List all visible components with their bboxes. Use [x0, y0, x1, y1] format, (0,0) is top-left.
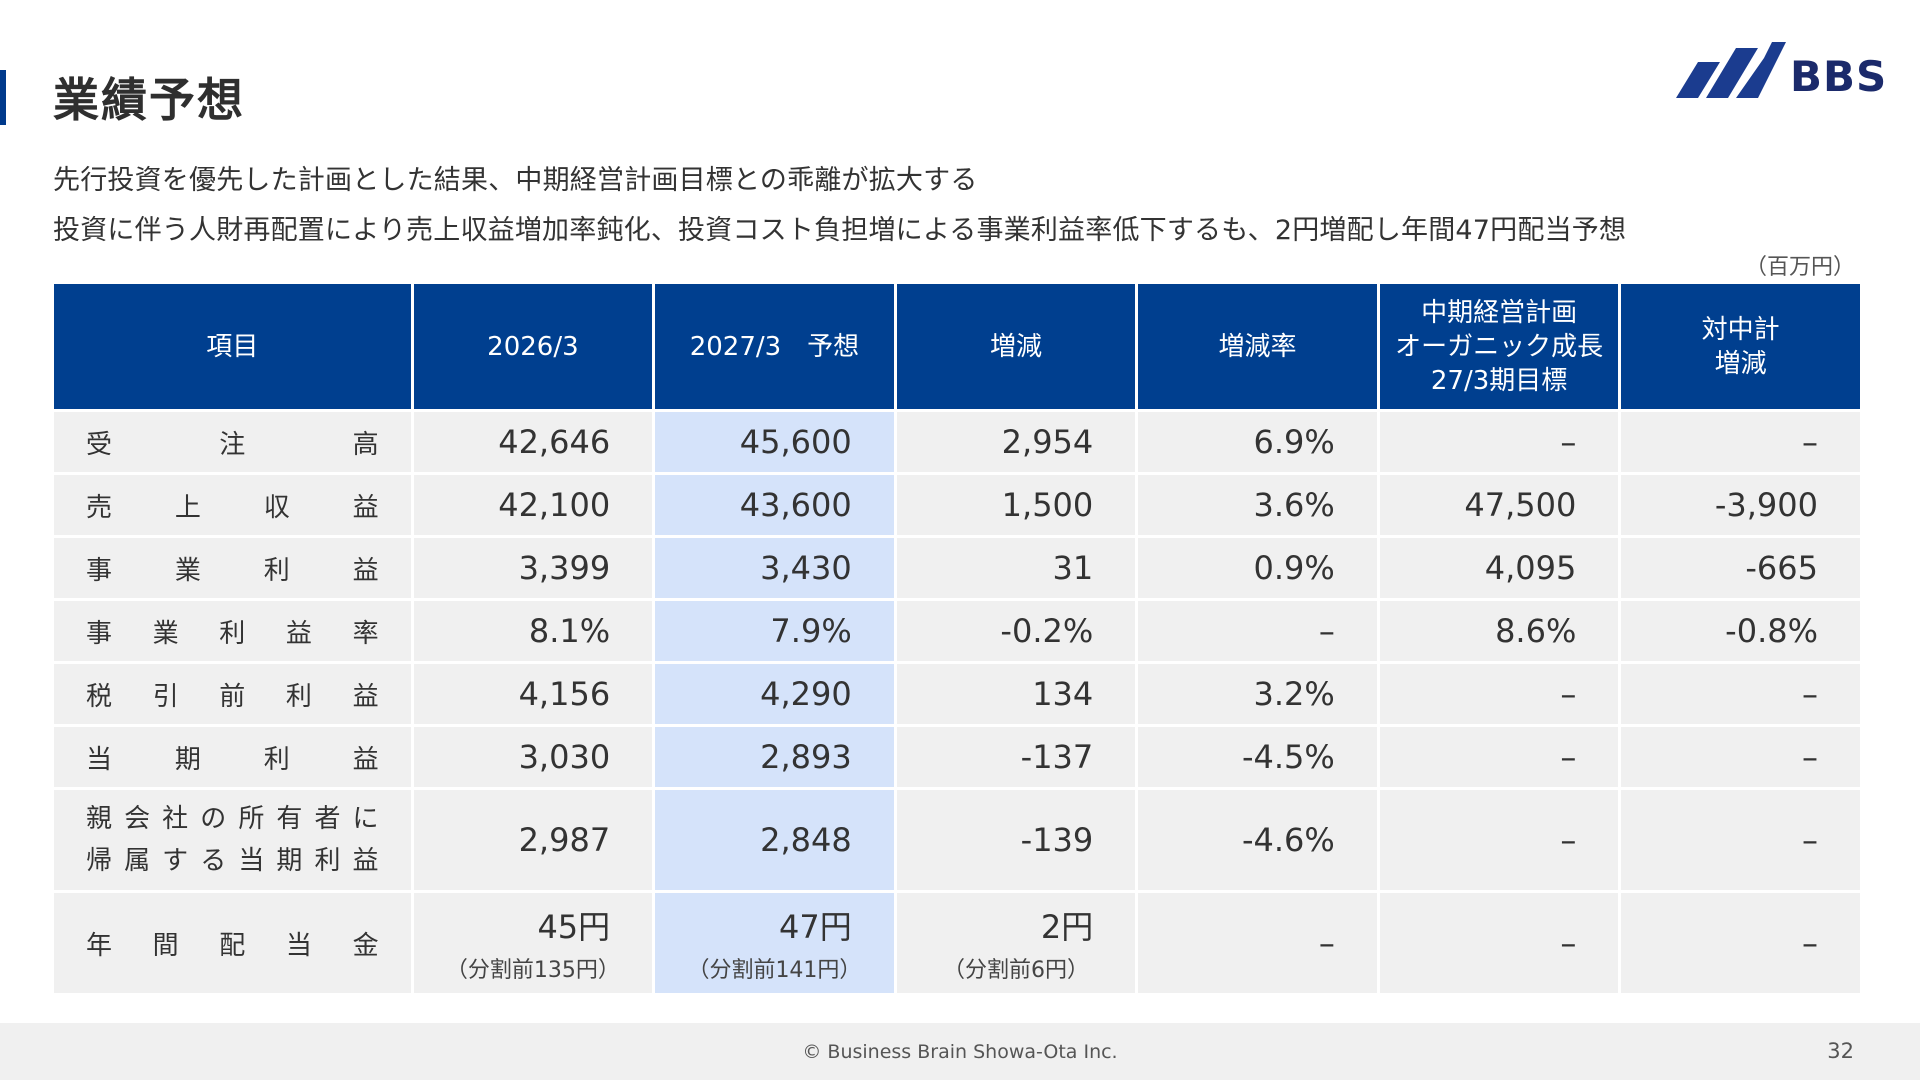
- dividend-value: –: [1379, 893, 1619, 993]
- row-value: 2,848: [655, 790, 894, 890]
- row-value: 42,646: [413, 412, 653, 472]
- row-value: 3,030: [413, 727, 653, 787]
- copyright-text: © Business Brain Showa-Ota Inc.: [802, 1041, 1118, 1063]
- row-label: 年間配当金: [54, 893, 411, 993]
- header-change: 増減: [896, 284, 1136, 409]
- company-logo: BBS: [1676, 40, 1886, 104]
- row-value: -137: [896, 727, 1136, 787]
- dividend-value: –: [1138, 893, 1377, 993]
- row-value: 2,987: [413, 790, 653, 890]
- row-value: 134: [896, 664, 1136, 724]
- row-value: 7.9%: [655, 601, 894, 661]
- row-value: -4.6%: [1138, 790, 1377, 890]
- row-value: 2,954: [896, 412, 1136, 472]
- table-row-profit-before-tax: 税引前利益 4,156 4,290 134 3.2% – –: [54, 664, 1860, 724]
- row-value: -139: [896, 790, 1136, 890]
- row-value: 3,399: [413, 538, 653, 598]
- subtitle-line-2: 投資に伴う人財再配置により売上収益増加率鈍化、投資コスト負担増による事業利益率低…: [53, 215, 1627, 246]
- row-label: 事業利益率: [54, 601, 411, 661]
- table-row-business-profit: 事業利益 3,399 3,430 31 0.9% 4,095 -665: [54, 538, 1860, 598]
- header-midterm-plan: 中期経営計画 オーガニック成長 27/3期目標: [1379, 284, 1619, 409]
- row-value: 4,156: [413, 664, 653, 724]
- row-value: –: [1138, 601, 1377, 661]
- row-value: 47,500: [1379, 475, 1619, 535]
- table-row-orders-received: 受注高 42,646 45,600 2,954 6.9% – –: [54, 412, 1860, 472]
- row-value: –: [1379, 412, 1619, 472]
- table-header-row: 項目 2026/3 2027/3 予想 増減 増減率 中期経営計画 オーガニック…: [54, 284, 1860, 409]
- dividend-value: 2円 （分割前6円）: [896, 893, 1136, 993]
- row-value: 4,095: [1379, 538, 1619, 598]
- header-fy2026: 2026/3: [413, 284, 653, 409]
- table-row-revenue: 売上収益 42,100 43,600 1,500 3.6% 47,500 -3,900: [54, 475, 1860, 535]
- row-value: -0.2%: [896, 601, 1136, 661]
- row-label: 受注高: [54, 412, 411, 472]
- row-value: 0.9%: [1138, 538, 1377, 598]
- table-row-net-profit: 当期利益 3,030 2,893 -137 -4.5% – –: [54, 727, 1860, 787]
- row-value: 4,290: [655, 664, 894, 724]
- header-vs-plan: 対中計 増減: [1621, 284, 1860, 409]
- header-change-rate: 増減率: [1138, 284, 1377, 409]
- subtitle-line-1: 先行投資を優先した計画とした結果、中期経営計画目標との乖離が拡大する: [53, 165, 978, 196]
- row-value: –: [1621, 412, 1860, 472]
- header-item: 項目: [54, 284, 411, 409]
- row-label: 事業利益: [54, 538, 411, 598]
- row-value: 8.6%: [1379, 601, 1619, 661]
- footer-bar: [0, 1023, 1920, 1080]
- row-value: 43,600: [655, 475, 894, 535]
- page-number: 32: [1827, 1039, 1854, 1063]
- row-label: 親会社の所有者に帰属する当期利益: [54, 790, 411, 890]
- title-accent-bar: [0, 70, 6, 125]
- logo-text: BBS: [1790, 52, 1888, 101]
- table-row-business-profit-margin: 事業利益率 8.1% 7.9% -0.2% –8.6% -0.8%: [54, 601, 1860, 661]
- row-value: 8.1%: [413, 601, 653, 661]
- row-value: –: [1621, 790, 1860, 890]
- logo-stripes-icon: [1676, 42, 1786, 98]
- dividend-value: 47円 （分割前141円）: [655, 893, 894, 993]
- row-value: –: [1621, 664, 1860, 724]
- row-value: 45,600: [655, 412, 894, 472]
- row-value: -3,900: [1621, 475, 1860, 535]
- row-label: 売上収益: [54, 475, 411, 535]
- unit-label: （百万円）: [1744, 255, 1855, 280]
- row-value: –: [1379, 790, 1619, 890]
- table-row-profit-attributable-to-owners: 親会社の所有者に帰属する当期利益 2,987 2,848 -139 -4.6% – –: [54, 790, 1860, 890]
- page-title: 業績予想: [53, 73, 245, 127]
- row-value: 31: [896, 538, 1136, 598]
- row-label: 当期利益: [54, 727, 411, 787]
- header-fy2027-forecast: 2027/3 予想: [655, 284, 894, 409]
- row-value: 42,100: [413, 475, 653, 535]
- row-value: 3.6%: [1138, 475, 1377, 535]
- row-value: –: [1621, 727, 1860, 787]
- header-item-text: 項目: [206, 331, 259, 362]
- row-value: 1,500: [896, 475, 1136, 535]
- row-value: 6.9%: [1138, 412, 1377, 472]
- forecast-table: 項目 2026/3 2027/3 予想 増減 増減率 中期経営計画 オーガニック…: [51, 281, 1863, 996]
- row-value: 3,430: [655, 538, 894, 598]
- row-value: –: [1379, 664, 1619, 724]
- table-row-annual-dividend: 年間配当金 45円 （分割前135円） 47円 （分割前141円） 2円 （分割前6円） – –…: [54, 893, 1860, 993]
- row-value: -4.5%: [1138, 727, 1377, 787]
- row-value: –: [1379, 727, 1619, 787]
- row-value: 3.2%: [1138, 664, 1377, 724]
- row-value: -665: [1621, 538, 1860, 598]
- dividend-value: 45円 （分割前135円）: [413, 893, 653, 993]
- row-value: -0.8%: [1621, 601, 1860, 661]
- row-value: 2,893: [655, 727, 894, 787]
- row-label: 税引前利益: [54, 664, 411, 724]
- dividend-value: –: [1621, 893, 1860, 993]
